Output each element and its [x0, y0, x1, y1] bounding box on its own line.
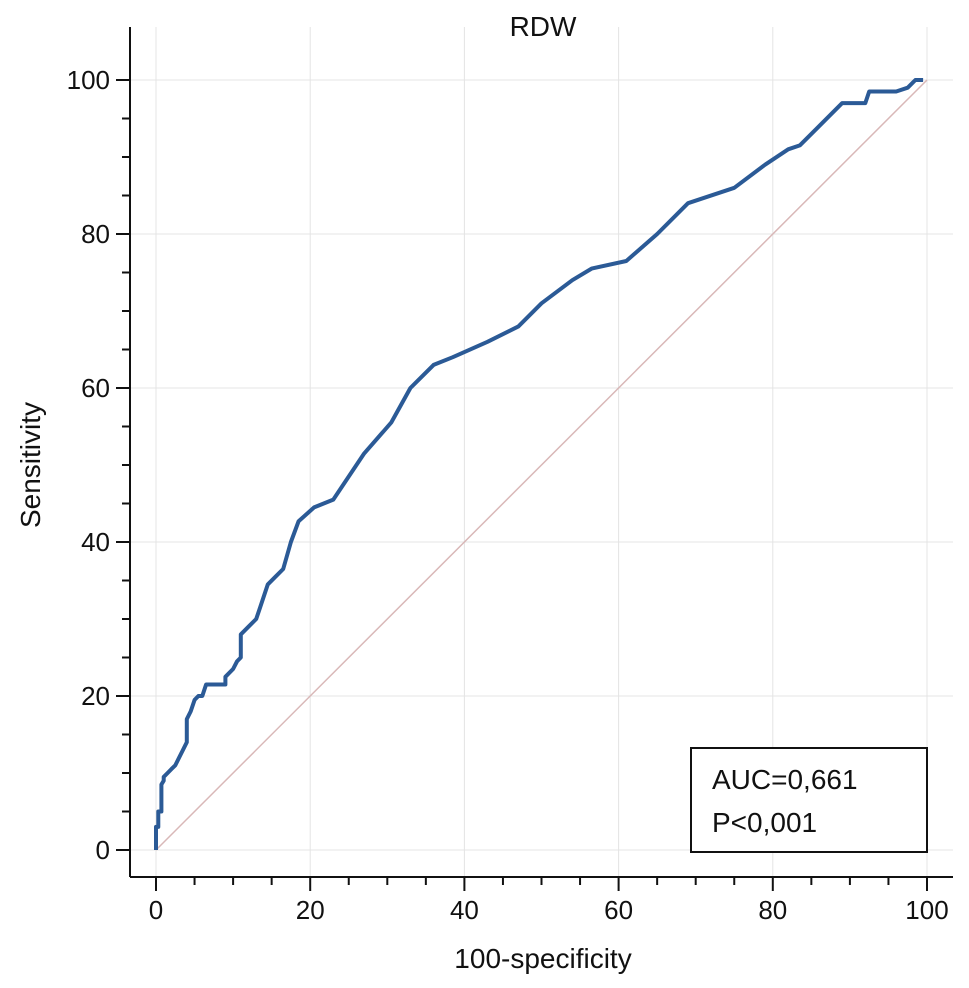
y-tick-label-0: 0 [96, 835, 110, 865]
grid [130, 27, 953, 877]
x-tick-label-3: 60 [604, 895, 633, 925]
chart-title: RDW [510, 11, 577, 42]
x-tick-label-1: 20 [296, 895, 325, 925]
y-tick-label-2: 40 [81, 527, 110, 557]
x-axis-label: 100-specificity [454, 943, 631, 974]
x-axis-ticks: 0 20 40 60 80 100 [149, 877, 949, 925]
auc-annotation-line-2: P<0,001 [712, 807, 817, 838]
auc-annotation-box: AUC=0,661 P<0,001 [690, 747, 928, 853]
y-tick-label-1: 20 [81, 681, 110, 711]
reference-diagonal-line [155, 79, 928, 851]
roc-curve-line [154, 78, 924, 850]
y-tick-label-3: 60 [81, 373, 110, 403]
y-tick-label-4: 80 [81, 219, 110, 249]
x-tick-label-5: 100 [905, 895, 948, 925]
auc-annotation-line-1: AUC=0,661 [712, 764, 858, 795]
y-axis-label: Sensitivity [15, 402, 46, 528]
x-tick-label-0: 0 [149, 895, 163, 925]
y-tick-label-5: 100 [67, 65, 110, 95]
y-axis-ticks: 0 20 40 60 80 100 [67, 65, 130, 865]
x-tick-label-4: 80 [758, 895, 787, 925]
x-tick-label-2: 40 [450, 895, 479, 925]
